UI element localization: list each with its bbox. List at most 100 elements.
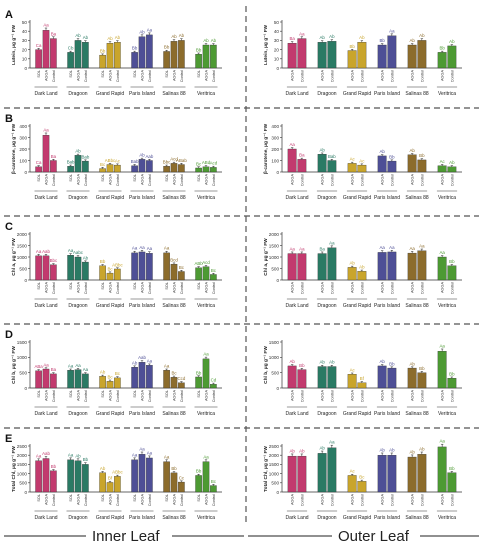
bar [178, 165, 184, 172]
significance-letter: Ac [350, 368, 356, 373]
cultivar-label: Dark Land [34, 303, 57, 309]
bar [139, 362, 145, 388]
significance-letter: Bc [359, 475, 365, 480]
bar [132, 52, 138, 68]
bar [210, 486, 216, 492]
significance-letter: Ab [139, 153, 145, 158]
significance-letter: Ab [359, 35, 365, 40]
treatment-label: AGGA [173, 70, 177, 81]
treatment-label: AGGA [77, 494, 81, 505]
bar [378, 156, 387, 172]
treatment-label: AGGA [141, 282, 145, 293]
bar [328, 367, 337, 388]
treatment-label: AGGA [381, 390, 385, 401]
significance-letter: Ab [75, 33, 81, 38]
bar [75, 370, 81, 388]
significance-letter: Ba [51, 367, 57, 372]
treatment-label: AGGA [173, 390, 177, 401]
bar [408, 45, 417, 68]
treatment-label: AGGA [381, 494, 385, 505]
significance-letter: Aa [147, 358, 153, 363]
outer-leaf-label: Outer Leaf [338, 528, 409, 545]
y-tick-label: 500 [19, 481, 27, 486]
y-tick-label: 100 [19, 158, 27, 163]
treatment-label: AGGA [291, 70, 295, 81]
bar [358, 383, 367, 388]
significance-letter: Bb [419, 366, 425, 371]
bar [164, 253, 170, 280]
significance-letter: Bb [389, 154, 395, 159]
y-tick-label: 2500 [17, 444, 28, 449]
bar [203, 462, 209, 492]
significance-letter: Aab [138, 355, 146, 360]
inner-leaf-label: Inner Leaf [92, 528, 160, 545]
cultivar-label: Grand Rapid [343, 195, 372, 201]
treatment-label: AGGA [205, 282, 209, 293]
bar [438, 447, 447, 492]
treatment-label: AGGA [351, 390, 355, 401]
bar [114, 476, 120, 492]
significance-letter: Ab [100, 466, 106, 471]
y-tick-label: 1500 [269, 340, 280, 345]
y-axis-label: Total Chl, μg g⁻¹ FW [263, 446, 269, 492]
significance-letter: Bb [83, 457, 89, 462]
bar [196, 268, 202, 280]
bar [348, 475, 357, 492]
bar [348, 374, 357, 388]
bar [448, 473, 457, 492]
treatment-label: AGGA [77, 390, 81, 401]
significance-letter: Ab [319, 35, 325, 40]
cultivar-label: Veritrica [438, 515, 456, 521]
y-axis-label: Chl a, μg g⁻¹ FW [263, 238, 269, 276]
bar [448, 167, 457, 172]
treatment-label: SOL [69, 174, 73, 182]
bar [418, 40, 427, 68]
cultivar-label: Paris Island [129, 515, 155, 521]
significance-letter: Ab [329, 34, 335, 39]
significance-letter: Cc [179, 475, 185, 480]
bar [388, 161, 397, 172]
treatment-label: SOL [133, 174, 137, 182]
cultivar-label: Salinas 88 [162, 91, 186, 97]
bar [378, 252, 387, 280]
treatment-label: Control [212, 282, 216, 294]
bar [132, 166, 138, 172]
treatment-label: Control [330, 390, 334, 402]
bar [318, 42, 327, 68]
treatment-label: AGGA [45, 494, 49, 505]
cultivar-label: Dragoon [317, 91, 336, 97]
treatment-label: Control [360, 282, 364, 294]
y-axis-label: Chl b, μg g⁻¹ FW [11, 346, 17, 384]
significance-letter: Bb [379, 38, 385, 43]
treatment-label: SOL [37, 70, 41, 78]
treatment-label: AGGA [45, 390, 49, 401]
treatment-label: Control [52, 390, 56, 402]
significance-letter: Aa [147, 246, 153, 251]
bar [288, 456, 297, 492]
bar [107, 381, 113, 388]
treatment-label: SOL [165, 70, 169, 78]
y-tick-label: 300 [271, 135, 279, 140]
treatment-label: Control [390, 494, 394, 506]
treatment-label: AGGA [411, 174, 415, 185]
bar [298, 370, 307, 388]
cultivar-label: Paris Island [129, 195, 155, 201]
treatment-label: AGGA [109, 494, 113, 505]
cultivar-label: Grand Rapid [96, 91, 125, 97]
treatment-label: SOL [69, 282, 73, 290]
significance-letter: Aa [419, 244, 425, 249]
significance-letter: Aa [203, 454, 209, 459]
bar [178, 482, 184, 492]
y-tick-label: 1500 [17, 340, 28, 345]
treatment-label: Control [450, 494, 454, 506]
significance-letter: Ba [299, 153, 305, 158]
treatment-label: Control [420, 70, 424, 82]
y-tick-label: 1000 [17, 471, 28, 476]
significance-letter: Ab [379, 359, 385, 364]
bar [164, 166, 170, 172]
bar [196, 377, 202, 388]
treatment-label: AGGA [109, 282, 113, 293]
cultivar-label: Dragoon [68, 91, 87, 97]
bar [100, 376, 106, 388]
bar [378, 45, 387, 68]
